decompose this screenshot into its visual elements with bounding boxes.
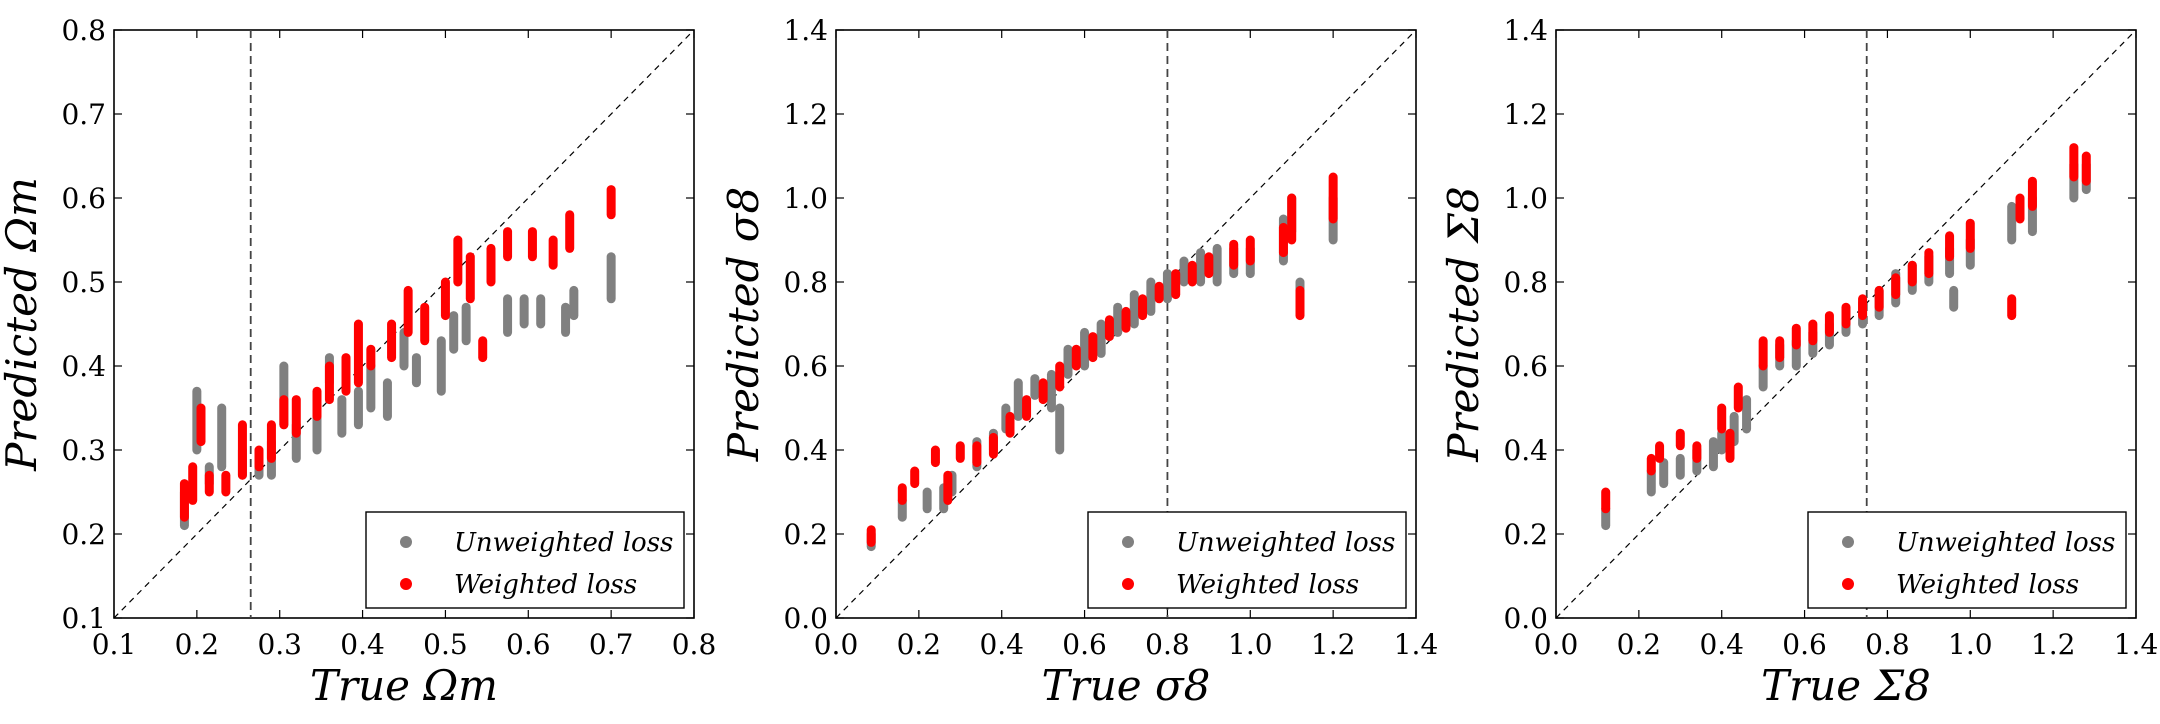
x-tick-label: 0.4 xyxy=(979,628,1024,661)
x-tick-label: 0.0 xyxy=(814,628,859,661)
x-tick-label: 0.5 xyxy=(423,628,468,661)
legend: Unweighted loss Weighted loss xyxy=(365,511,685,609)
legend-marker xyxy=(400,578,412,590)
y-tick-label: 0.6 xyxy=(61,182,106,215)
series-unweighted-loss xyxy=(179,252,616,531)
y-tick-label: 0.8 xyxy=(783,266,828,299)
legend-label: Weighted loss xyxy=(1896,570,2079,600)
axes-frame xyxy=(113,29,695,619)
y-tick-label: 0.4 xyxy=(1503,434,1548,467)
x-tick-label: 0.2 xyxy=(1617,628,1662,661)
x-tick-label: 0.4 xyxy=(340,628,385,661)
x-tick-label: 1.4 xyxy=(1394,628,1439,661)
x-axis-label: True σ8 xyxy=(1042,661,1211,710)
legend: Unweighted loss Weighted loss xyxy=(1087,511,1407,609)
y-tick-label: 1.0 xyxy=(1503,182,1548,215)
y-tick-label: 0.4 xyxy=(61,350,106,383)
x-tick-label: 0.2 xyxy=(897,628,942,661)
y-tick-label: 1.4 xyxy=(783,14,828,47)
chart-panel-1: 0.1 0.2 0.3 0.4 0.5 0.6 0.7 0.8 0.1 0.2 0.3 0.4 0.5 0… xyxy=(0,14,716,710)
y-tick-label: 0.6 xyxy=(783,350,828,383)
y-axis-label: Predicted σ8 xyxy=(719,187,768,462)
x-tick-label: 0.8 xyxy=(672,628,717,661)
y-tick-label: 0.3 xyxy=(61,434,106,467)
x-tick-label: 0.8 xyxy=(1865,628,1910,661)
axes-frame xyxy=(835,29,1417,619)
chart-panel-2: 0.0 0.2 0.4 0.6 0.8 1.0 1.2 1.4 0.0 0.2 0.4 0.6 0.8 1… xyxy=(719,14,1438,710)
x-tick-label: 0.1 xyxy=(92,628,137,661)
legend-marker xyxy=(1842,578,1854,590)
x-axis-label: True Σ8 xyxy=(1761,661,1931,710)
legend-marker xyxy=(400,536,412,548)
x-tick-label: 1.2 xyxy=(2031,628,2076,661)
x-tick-label: 0.6 xyxy=(1782,628,1827,661)
y-tick-label: 1.0 xyxy=(783,182,828,215)
x-tick-label: 0.0 xyxy=(1534,628,1579,661)
y-tick-label: 0.0 xyxy=(783,602,828,635)
legend-label: Unweighted loss xyxy=(454,528,673,558)
y-tick-label: 0.2 xyxy=(61,518,106,551)
y-tick-label: 1.2 xyxy=(783,98,828,131)
x-tick-label: 1.0 xyxy=(1948,628,1993,661)
x-tick-label: 0.4 xyxy=(1699,628,1744,661)
legend-label: Unweighted loss xyxy=(1176,528,1395,558)
legend-box xyxy=(1087,511,1407,609)
legend-marker xyxy=(1122,536,1134,548)
plot-area xyxy=(1556,30,2136,618)
plot-area xyxy=(836,30,1416,618)
y-tick-label: 0.7 xyxy=(61,98,106,131)
y-tick-label: 1.4 xyxy=(1503,14,1548,47)
y-tick-label: 0.5 xyxy=(61,266,106,299)
y-tick-label: 0.8 xyxy=(1503,266,1548,299)
legend-label: Weighted loss xyxy=(454,570,637,600)
x-tick-label: 1.4 xyxy=(2114,628,2159,661)
legend-label: Weighted loss xyxy=(1176,570,1359,600)
y-tick-label: 0.1 xyxy=(61,602,106,635)
y-axis-label: Predicted Σ8 xyxy=(1439,186,1488,462)
legend: Unweighted loss Weighted loss xyxy=(1807,511,2127,609)
y-tick-label: 0.0 xyxy=(1503,602,1548,635)
series-weighted-loss xyxy=(866,172,1338,547)
x-axis-label: True Ωm xyxy=(310,661,498,710)
series-unweighted-loss xyxy=(866,193,1338,552)
x-tick-label: 0.6 xyxy=(1062,628,1107,661)
axes-frame xyxy=(1555,29,2137,619)
y-tick-label: 0.4 xyxy=(783,434,828,467)
x-tick-label: 1.0 xyxy=(1228,628,1273,661)
y-tick-label: 1.2 xyxy=(1503,98,1548,131)
y-tick-label: 0.6 xyxy=(1503,350,1548,383)
y-tick-label: 0.8 xyxy=(61,14,106,47)
x-tick-label: 0.2 xyxy=(175,628,220,661)
legend-marker xyxy=(1842,536,1854,548)
x-tick-label: 1.2 xyxy=(1311,628,1356,661)
chart-panel-3: 0.0 0.2 0.4 0.6 0.8 1.0 1.2 1.4 0.0 0.2 0.4 0.6 0.8 1… xyxy=(1439,14,2158,710)
series-weighted-loss xyxy=(1601,143,2091,514)
y-tick-label: 0.2 xyxy=(1503,518,1548,551)
x-tick-label: 0.6 xyxy=(506,628,551,661)
plot-area xyxy=(114,30,694,618)
series-weighted-loss xyxy=(179,185,616,522)
legend-label: Unweighted loss xyxy=(1896,528,2115,558)
legend-box xyxy=(1807,511,2127,609)
series-unweighted-loss xyxy=(1601,159,2091,531)
legend-marker xyxy=(1122,578,1134,590)
x-tick-label: 0.8 xyxy=(1145,628,1190,661)
x-tick-label: 0.7 xyxy=(589,628,634,661)
y-tick-label: 0.2 xyxy=(783,518,828,551)
y-axis-label: Predicted Ωm xyxy=(0,177,46,472)
x-tick-label: 0.3 xyxy=(257,628,302,661)
legend-box xyxy=(365,511,685,609)
